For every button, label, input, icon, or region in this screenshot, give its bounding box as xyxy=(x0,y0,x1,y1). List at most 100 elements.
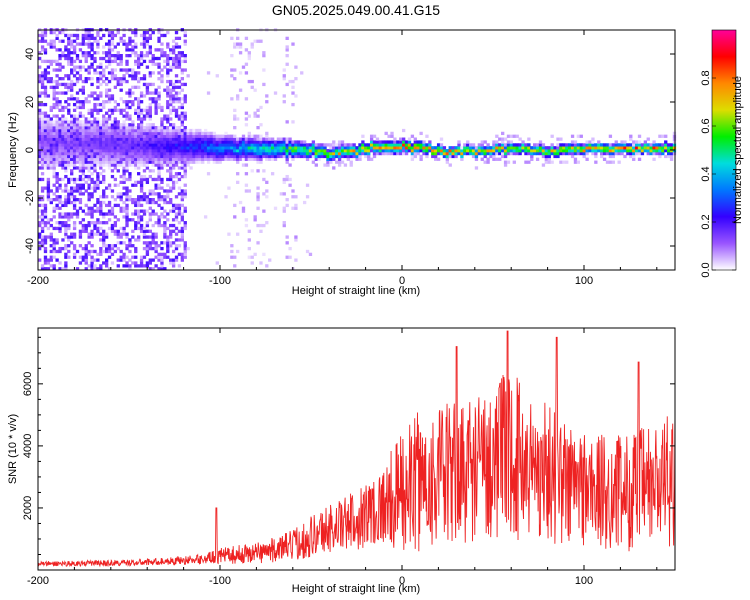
heatmap-cell xyxy=(166,128,170,133)
heatmap-cell xyxy=(602,143,607,147)
heatmap-cell xyxy=(104,111,109,115)
heatmap-cell xyxy=(369,134,374,138)
heatmap-cell xyxy=(384,140,388,144)
heatmap-cell xyxy=(122,123,126,127)
heatmap-cell xyxy=(562,151,566,156)
heatmap-cell xyxy=(518,143,522,147)
heatmap-cell xyxy=(142,117,147,121)
heatmap-cell xyxy=(125,186,129,190)
heatmap-cell xyxy=(375,140,380,144)
heatmap-cell xyxy=(527,151,531,156)
heatmap-cell xyxy=(119,79,123,84)
heatmap-cell xyxy=(90,143,94,147)
heatmap-cell xyxy=(177,79,182,84)
heatmap-cell xyxy=(102,221,106,225)
heatmap-cell xyxy=(87,39,91,43)
heatmap-cell xyxy=(137,198,141,202)
heatmap-cell xyxy=(585,140,589,144)
heatmap-cell xyxy=(177,186,182,190)
heatmap-cell xyxy=(43,258,48,262)
heatmap-cell xyxy=(125,212,129,216)
heatmap-cell xyxy=(160,212,164,216)
heatmap-cell xyxy=(524,149,528,153)
heatmap-cell xyxy=(99,163,103,167)
heatmap-cell xyxy=(166,163,170,167)
heatmap-cell xyxy=(122,151,126,156)
heatmap-cell xyxy=(247,151,251,156)
heatmap-cell xyxy=(157,186,161,190)
heatmap-cell xyxy=(72,235,77,239)
heatmap-cell xyxy=(378,143,383,147)
heatmap-cell xyxy=(55,149,59,153)
heatmap-cell xyxy=(99,180,103,184)
heatmap-cell xyxy=(256,223,260,228)
heatmap-cell xyxy=(81,246,85,251)
heatmap-cell xyxy=(125,134,129,138)
heatmap-cell xyxy=(125,79,129,84)
heatmap-cell xyxy=(145,264,150,268)
heatmap-cell xyxy=(113,137,118,141)
heatmap-cell xyxy=(151,143,155,147)
heatmap-cell xyxy=(594,154,598,159)
heatmap-cell xyxy=(43,123,48,127)
heatmap-cell xyxy=(439,146,444,150)
heatmap-cell xyxy=(151,97,155,101)
heatmap-cell xyxy=(43,143,48,147)
heatmap-cell xyxy=(110,226,115,231)
heatmap-cell xyxy=(55,186,59,190)
heatmap-cell xyxy=(646,137,650,141)
heatmap-cell xyxy=(142,198,147,202)
heatmap-cell xyxy=(195,157,199,161)
heatmap-cell xyxy=(131,218,135,222)
heatmap-cell xyxy=(672,140,677,144)
heatmap-cell xyxy=(221,157,225,161)
heatmap-cell xyxy=(169,223,173,228)
heatmap-cell xyxy=(49,79,53,84)
heatmap-cell xyxy=(163,195,167,199)
heatmap-cell xyxy=(96,128,100,133)
heatmap-cell xyxy=(661,146,665,150)
heatmap-cell xyxy=(119,180,123,184)
heatmap-cell xyxy=(171,137,176,141)
heatmap-cell xyxy=(43,209,48,213)
heatmap-cell xyxy=(72,114,77,118)
heatmap-cell xyxy=(96,146,100,150)
heatmap-cell xyxy=(90,186,94,190)
heatmap-cell xyxy=(171,131,176,136)
heatmap-cell xyxy=(305,183,310,187)
heatmap-cell xyxy=(343,163,348,167)
heatmap-cell xyxy=(247,255,251,259)
heatmap-cell xyxy=(134,85,138,89)
heatmap-cell xyxy=(67,128,71,133)
heatmap-cell xyxy=(157,215,161,219)
heatmap-cell xyxy=(64,264,68,268)
heatmap-cell xyxy=(157,252,161,256)
heatmap-cell xyxy=(157,154,161,159)
heatmap-cell xyxy=(125,195,129,199)
heatmap-cell xyxy=(186,246,190,251)
heatmap-cell xyxy=(463,149,467,153)
heatmap-cell xyxy=(128,114,132,118)
heatmap-cell xyxy=(137,157,141,161)
heatmap-cell xyxy=(81,157,85,161)
heatmap-cell xyxy=(128,105,132,110)
heatmap-cell xyxy=(573,151,578,156)
heatmap-cell xyxy=(128,74,132,78)
heatmap-cell xyxy=(206,137,211,141)
heatmap-cell xyxy=(626,146,630,150)
heatmap-cell xyxy=(116,241,120,245)
heatmap-cell xyxy=(259,137,263,141)
heatmap-cell xyxy=(425,143,429,147)
heatmap-cell xyxy=(99,154,103,159)
heatmap-cell xyxy=(61,166,65,170)
heatmap-cell xyxy=(107,59,112,64)
heatmap-cell xyxy=(93,68,97,72)
heatmap-cell xyxy=(61,203,65,208)
heatmap-cell xyxy=(160,140,164,144)
heatmap-cell xyxy=(419,143,423,147)
heatmap-cell xyxy=(652,149,656,153)
heatmap-cell xyxy=(131,183,135,187)
heatmap-cell xyxy=(498,149,502,153)
heatmap-cell xyxy=(273,149,278,153)
heatmap-cell xyxy=(67,149,71,153)
